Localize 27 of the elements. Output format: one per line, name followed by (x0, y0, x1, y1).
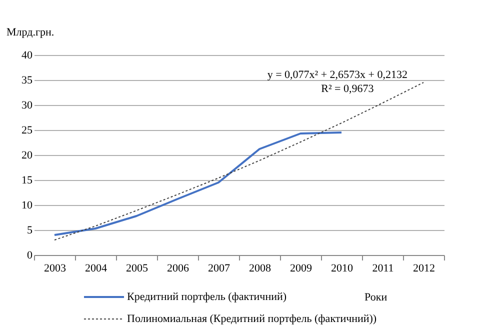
y-tick-label: 30 (22, 100, 33, 112)
y-tick-label: 25 (22, 124, 33, 136)
x-tick-label: 2011 (372, 262, 394, 274)
y-tick-label: 0 (27, 250, 33, 262)
x-tick-label: 2005 (126, 262, 148, 274)
y-tick-label: 5 (27, 224, 33, 236)
annotation: R² = 0,9673 (321, 83, 374, 95)
x-tick-label: 2009 (290, 262, 312, 274)
legend-label: Кредитний портфель (фактичний) (127, 291, 287, 303)
y-tick-label: 20 (22, 150, 33, 162)
y-tick-label: 15 (22, 174, 33, 186)
legend-label: Полиномиальная (Кредитний портфель (фактичний)) (127, 313, 377, 325)
x-tick-label: 2012 (413, 262, 435, 274)
line-series (54, 82, 424, 240)
y-axis-title: Млрд.грн. (6, 26, 54, 38)
annotation: y = 0,077x² + 2,6573x + 0,2132 (267, 69, 408, 81)
x-tick-label: 2010 (331, 262, 354, 274)
y-tick-label: 35 (22, 74, 33, 86)
x-tick-label: 2006 (167, 262, 190, 274)
x-tick-label: 2003 (44, 262, 66, 274)
y-tick-label: 40 (22, 50, 33, 62)
x-tick-label: 2004 (85, 262, 108, 274)
line-series (54, 132, 342, 236)
x-axis-title: Роки (364, 292, 388, 304)
x-tick-label: 2008 (249, 262, 272, 274)
y-tick-label: 10 (22, 200, 33, 212)
x-tick-label: 2007 (208, 262, 230, 274)
